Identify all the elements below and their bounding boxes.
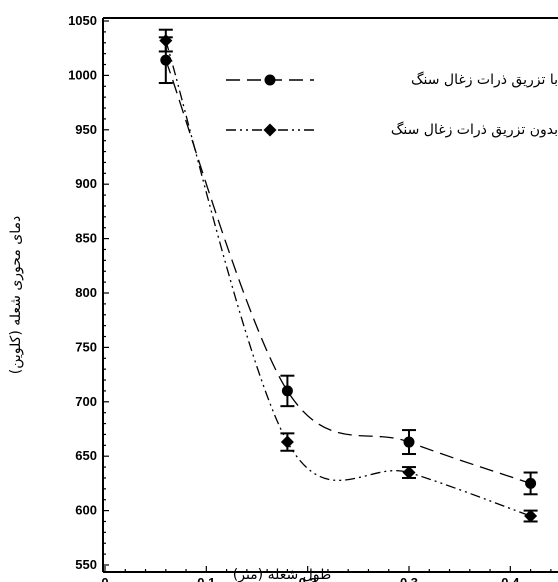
legend-entry-1: با تزریق ذرات زغال سنگ [226, 71, 558, 88]
x-tick-label: 0 [101, 575, 108, 582]
y-tick-label: 1000 [68, 67, 97, 82]
data-point-circle [160, 54, 172, 66]
x-tick-label: 0.4 [501, 575, 520, 582]
y-tick-label: 550 [75, 557, 97, 572]
legend: با تزریق ذرات زغال سنگ بدون تزریق ذرات ز… [226, 71, 558, 138]
series-line [165, 59, 531, 485]
plot-series [158, 28, 538, 523]
series-line [165, 40, 531, 517]
data-point-circle [525, 477, 537, 489]
y-tick-label: 750 [75, 339, 97, 354]
x-axis: 0 0.1 0.2 0.3 0.4 [101, 566, 558, 582]
y-tick-label: 950 [75, 122, 97, 137]
y-axis-title: دمای محوری شعله (کلوین) [8, 216, 24, 374]
legend-marker-diamond [263, 123, 277, 137]
x-axis-title: طول شعله (متر) [233, 567, 331, 582]
series-1 [158, 36, 538, 496]
data-point-diamond [280, 435, 294, 449]
legend-entry-2: بدون تزریق ذرات زغال سنگ [226, 121, 558, 138]
y-tick-label: 1050 [68, 13, 97, 28]
data-point-circle [403, 436, 415, 448]
data-point-diamond [402, 466, 416, 480]
data-point-diamond [524, 509, 538, 523]
data-point-circle [281, 385, 293, 397]
y-axis: 550 600 650 700 750 800 850 900 950 1000 1050 [68, 13, 558, 572]
legend-label-1: با تزریق ذرات زغال سنگ [411, 71, 558, 88]
y-tick-label: 650 [75, 448, 97, 463]
legend-marker-circle [264, 74, 276, 86]
x-tick-label: 0.2 [299, 575, 317, 582]
x-tick-label: 0.1 [197, 575, 215, 582]
y-tick-label: 800 [75, 285, 97, 300]
y-tick-label: 850 [75, 231, 97, 246]
series-2 [158, 28, 538, 523]
y-tick-label: 900 [75, 176, 97, 191]
y-tick-label: 600 [75, 503, 97, 518]
y-tick-label: 700 [75, 394, 97, 409]
x-tick-label: 0.3 [400, 575, 418, 582]
data-point-diamond [159, 34, 173, 48]
legend-label-2: بدون تزریق ذرات زغال سنگ [391, 121, 558, 138]
